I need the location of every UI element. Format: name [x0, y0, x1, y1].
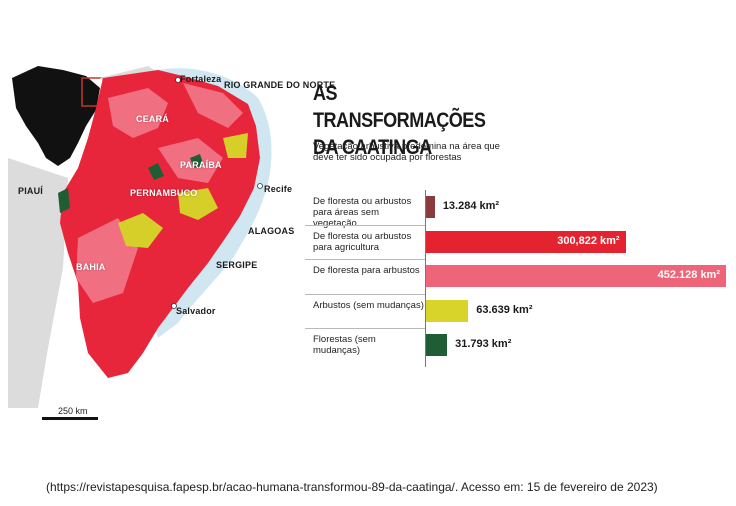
bar-chart: De floresta ou arbustos para áreas sem v…	[305, 190, 726, 367]
label-salvador: Salvador	[176, 306, 216, 316]
bar	[426, 299, 469, 322]
bar-value-unit: km²	[479, 200, 500, 213]
bar-value-unit: km²	[700, 269, 720, 282]
row-separator	[305, 259, 425, 260]
bar	[426, 196, 435, 219]
bar-value-number: 13.284	[442, 200, 480, 213]
label-alagoas: ALAGOAS	[248, 226, 295, 236]
bar-value-unit: km²	[491, 338, 512, 351]
scale-label: 250 km	[58, 406, 88, 416]
bar-value-label: 13.284 km²	[443, 200, 499, 212]
city-dot-recife	[257, 183, 263, 189]
caatinga-map: Fortaleza RIO GRANDE DO NORTE CEARÁ PARA…	[8, 8, 336, 423]
label-piaui: PIAUÍ	[18, 186, 44, 196]
bar-value-number: 452.128	[657, 269, 701, 282]
bar-value-unit: km²	[512, 303, 533, 316]
caatinga-region	[60, 70, 260, 378]
label-bahia: BAHIA	[76, 262, 106, 272]
bar-value-label: 452.128 km²	[616, 269, 720, 281]
map-graphic	[8, 66, 272, 408]
bar-value-label: 63.639 km²	[476, 304, 532, 316]
figure: Fortaleza RIO GRANDE DO NORTE CEARÁ PARA…	[8, 8, 726, 423]
bar-category-label: Florestas (sem mudanças)	[313, 334, 376, 357]
city-dot-salvador	[171, 303, 177, 309]
bar	[426, 230, 626, 253]
bar	[426, 265, 726, 288]
bar-value-number: 300,822	[557, 234, 601, 247]
label-ceara: CEARÁ	[136, 114, 170, 124]
label-rio-grande-do-norte: RIO GRANDE DO NORTE	[224, 80, 336, 90]
bar	[426, 334, 448, 357]
row-separator	[305, 328, 425, 329]
bar-axis-line	[425, 190, 426, 367]
city-dot-fortaleza	[175, 77, 181, 83]
scale-bar	[42, 417, 98, 420]
label-recife: Recife	[264, 184, 293, 194]
bar-value-number: 31.793	[455, 338, 492, 351]
bar-category-label: De floresta ou arbustos para áreas sem v…	[313, 196, 412, 229]
label-paraiba: PARAÍBA	[180, 160, 222, 170]
label-pernambuco: PERNAMBUCO	[130, 188, 198, 198]
bar-value-label: 300,822 km²	[516, 234, 620, 247]
bar-category-label: De floresta ou arbustos para agricultura	[313, 230, 412, 253]
row-separator	[305, 224, 425, 226]
label-fortaleza: Fortaleza	[180, 74, 222, 84]
bar-value-number: 63.639	[476, 303, 513, 316]
chart-title: AS TRANSFORMAÇÕES DA CAATINGA	[313, 82, 486, 159]
neighbor-land	[8, 158, 68, 408]
chart-subtitle: Vegetação arbustiva predomina na área qu…	[313, 141, 500, 163]
bar-category-label: De floresta para arbustos	[313, 265, 420, 277]
bar-value-unit: km²	[600, 234, 620, 247]
row-separator	[305, 293, 425, 295]
bar-category-label: Arbustos (sem mudanças)	[313, 299, 424, 311]
bar-value-label: 31.793 km²	[455, 338, 511, 350]
label-sergipe: SERGIPE	[216, 260, 258, 270]
source-caption: (https://revistapesquisa.fapesp.br/acao-…	[46, 480, 658, 494]
